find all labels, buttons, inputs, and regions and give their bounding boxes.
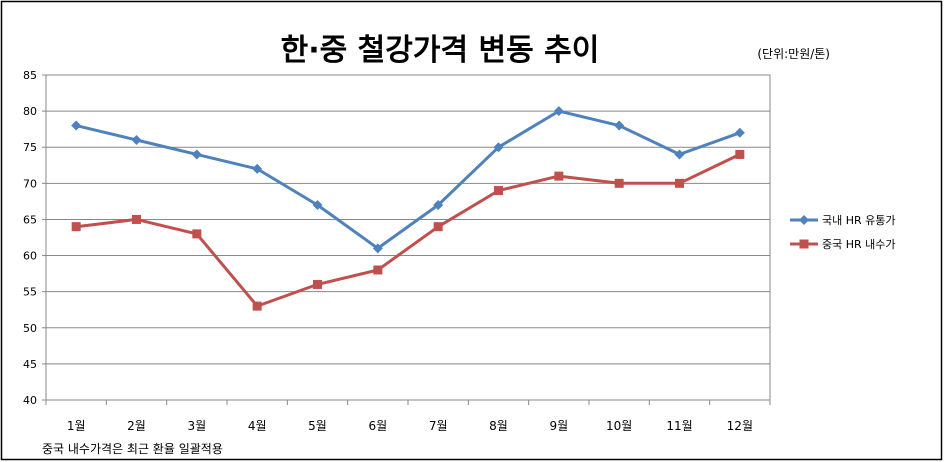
y-tick-label: 40 xyxy=(23,394,37,407)
data-point xyxy=(252,301,262,311)
data-point xyxy=(71,120,82,131)
data-point xyxy=(433,200,444,210)
legend-marker xyxy=(799,215,809,225)
data-point xyxy=(373,265,383,275)
legend-marker xyxy=(799,239,809,249)
data-point xyxy=(71,222,81,232)
plot-area: 40 45 50 55 60 65 70 75 80 85 1월 2월 3월 4월 5월 6월 7월 8월 9월 10… xyxy=(23,69,771,433)
y-tick-label: 70 xyxy=(23,177,37,190)
data-point xyxy=(313,279,322,289)
data-point xyxy=(734,127,745,138)
x-tick-label: 9월 xyxy=(549,419,568,433)
y-tick-label: 75 xyxy=(23,141,37,154)
data-point xyxy=(553,106,564,117)
y-tick-label: 65 xyxy=(23,213,37,226)
x-tick-label: 7월 xyxy=(429,419,448,433)
data-point xyxy=(372,243,383,254)
x-tick-label: 6월 xyxy=(368,419,387,433)
data-point xyxy=(433,222,443,232)
data-point xyxy=(494,186,503,196)
data-point xyxy=(131,135,142,145)
data-point xyxy=(191,149,202,160)
data-point xyxy=(554,171,564,181)
legend-label: 국내 HR 유통가 xyxy=(822,214,896,227)
data-point xyxy=(614,120,625,131)
data-point xyxy=(735,149,745,159)
data-point xyxy=(675,178,684,188)
y-tick-label: 45 xyxy=(23,358,37,371)
y-tick-label: 60 xyxy=(23,250,37,263)
series-line-1 xyxy=(75,109,741,250)
data-point xyxy=(252,163,263,174)
series-line-2 xyxy=(76,153,741,308)
data-point xyxy=(132,214,141,224)
data-point xyxy=(312,200,323,210)
x-tick-label: 2월 xyxy=(127,419,146,433)
y-tick-label: 55 xyxy=(23,286,37,299)
data-point xyxy=(493,142,504,153)
data-point xyxy=(614,178,624,188)
footnote: 중국 내수가격은 최근 환율 일괄적용 xyxy=(42,442,223,456)
x-tick-label: 3월 xyxy=(187,419,206,433)
x-tick-label: 8월 xyxy=(489,419,508,433)
x-tick-label: 5월 xyxy=(308,419,327,433)
x-tick-label: 10월 xyxy=(606,419,632,433)
legend-label: 중국 HR 내수가 xyxy=(822,238,896,251)
x-tick-label: 11월 xyxy=(666,419,692,433)
data-point xyxy=(192,229,202,239)
data-point xyxy=(674,149,685,160)
unit-label: (단위:만원/톤) xyxy=(757,47,830,61)
y-tick-label: 50 xyxy=(23,322,37,335)
x-tick-label: 4월 xyxy=(248,419,267,433)
y-tick-label: 80 xyxy=(23,105,37,118)
x-tick-label: 12월 xyxy=(727,419,753,433)
chart-title: 한·중 철강가격 변동 추이 xyxy=(281,33,600,68)
x-tick-label: 1월 xyxy=(67,419,86,433)
y-tick-label: 85 xyxy=(23,69,37,82)
